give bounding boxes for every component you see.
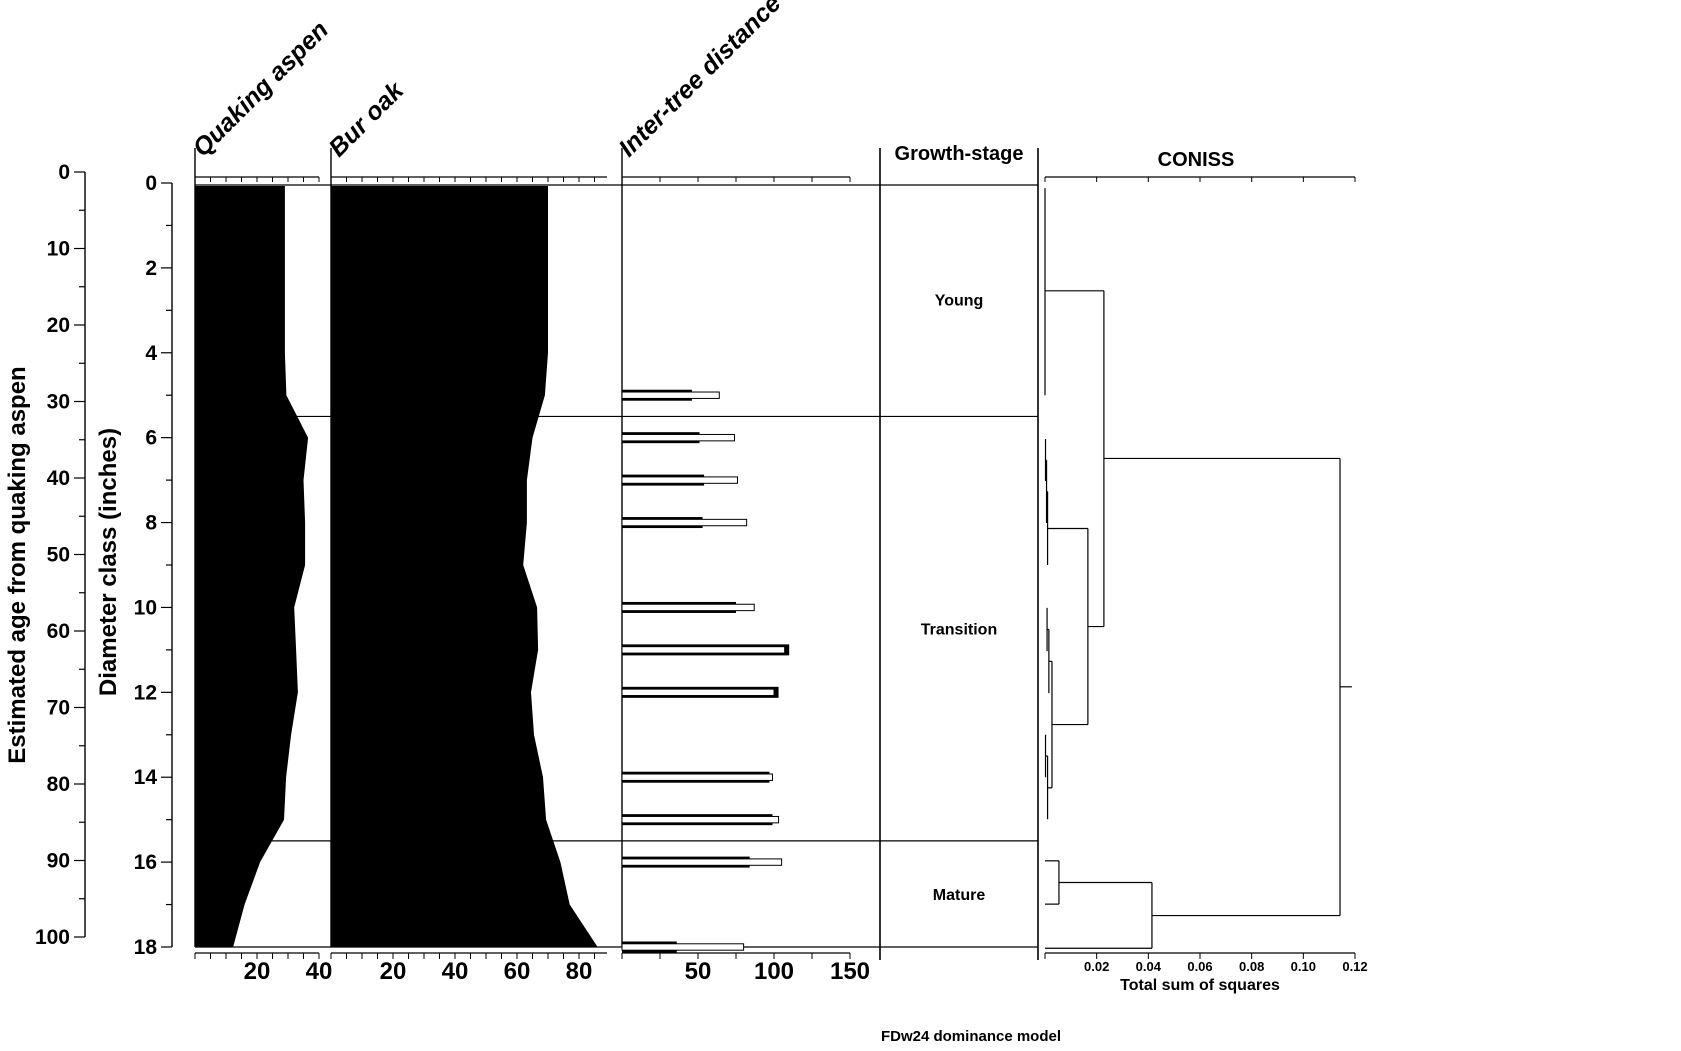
open-bar-d14: [621, 773, 773, 781]
open-bar-d18: [621, 943, 745, 951]
oak-x-tick-label: 60: [504, 958, 531, 985]
coniss-x-tick-label: 0.10: [1291, 959, 1316, 974]
diameter-tick-label: 16: [134, 851, 157, 874]
aspen-x-tick-label: 20: [244, 958, 271, 985]
open-bar-d10: [621, 603, 755, 612]
coniss-x-tick-label: 0.04: [1136, 959, 1162, 974]
aspen-x-tick-label: 40: [306, 958, 333, 985]
species-silhouettes: [195, 186, 598, 947]
age-tick-label: 0: [58, 161, 70, 184]
diameter-tick-label: 18: [134, 936, 158, 959]
open-bar-d8: [621, 518, 748, 527]
open-bar-d12: [621, 688, 775, 697]
coniss-dendrogram: [1044, 188, 1352, 949]
panel-frames: [194, 148, 1039, 960]
diameter-tick-label: 12: [134, 681, 157, 704]
open-bar-d5: [621, 391, 720, 399]
diameter-tick-label: 0: [145, 172, 157, 195]
coniss-x-tick-label: 0.06: [1187, 959, 1212, 974]
tick-labels: 0 10 20 30 40 50 60 70 80 90 100 0 2 4 6 8 10 12 14 16 18 20 4…: [35, 161, 1368, 985]
diameter-tick-label: 2: [145, 257, 157, 280]
quaking-aspen-silhouette: [195, 186, 309, 947]
inter-tree-bars: [621, 389, 790, 953]
inter-x-tick-label: 50: [685, 958, 712, 985]
oak-x-tick-label: 20: [380, 958, 407, 985]
zone-label-transition: Transition: [921, 622, 997, 639]
growth-stage-labels: Young Transition Mature: [921, 293, 997, 904]
diameter-tick-label: 6: [145, 427, 157, 450]
coniss-x-tick-label: 0.12: [1342, 959, 1367, 974]
coniss-x-tick-label: 0.08: [1239, 959, 1264, 974]
age-tick-label: 10: [47, 238, 70, 261]
diameter-tick-label: 10: [134, 596, 157, 619]
age-tick-label: 20: [47, 314, 70, 337]
diameter-tick-label: 4: [145, 342, 157, 365]
age-axis-title: Estimated age from quaking aspen: [4, 366, 31, 763]
zone-boundary-lines: [195, 415, 1038, 842]
age-tick-label: 30: [47, 391, 70, 414]
zone-label-mature: Mature: [933, 887, 986, 904]
panel-title-inter-tree-distance: Inter-tree distance: [613, 0, 786, 162]
open-bar-d6: [621, 433, 735, 442]
inter-x-tick-label: 100: [754, 958, 794, 985]
panel-title-growth-stage: Growth-stage: [895, 143, 1024, 165]
coniss-xaxis-title: Total sum of squares: [1120, 977, 1280, 994]
age-tick-label: 100: [35, 926, 70, 949]
age-tick-label: 40: [47, 467, 70, 490]
age-tick-label: 80: [47, 773, 70, 796]
panel-title-coniss: CONISS: [1158, 149, 1235, 171]
inter-x-tick-label: 150: [830, 958, 870, 985]
oak-x-tick-label: 80: [566, 958, 593, 985]
oak-x-tick-label: 40: [442, 958, 469, 985]
age-tick-label: 60: [47, 620, 70, 643]
bur-oak-silhouette: [331, 186, 598, 947]
open-bar-d7: [621, 476, 739, 484]
zone-label-young: Young: [935, 293, 984, 310]
open-bar-d11: [621, 646, 786, 654]
age-tick-label: 90: [47, 850, 70, 873]
figure-caption: FDw24 dominance model: [881, 1028, 1061, 1045]
panel-title-quaking-aspen: Quaking aspen: [187, 16, 334, 163]
panel-title-bur-oak: Bur oak: [323, 76, 409, 162]
diameter-axis-title: Diameter class (inches): [95, 428, 122, 696]
age-tick-label: 70: [47, 697, 70, 720]
age-tick-label: 50: [47, 544, 70, 567]
open-bar-d16: [621, 858, 783, 866]
coniss-x-tick-label: 0.02: [1084, 959, 1109, 974]
diameter-tick-label: 14: [134, 766, 158, 789]
axes-and-ticks: [74, 171, 1356, 959]
diameter-tick-label: 8: [145, 512, 157, 535]
open-bar-d15: [621, 815, 780, 824]
